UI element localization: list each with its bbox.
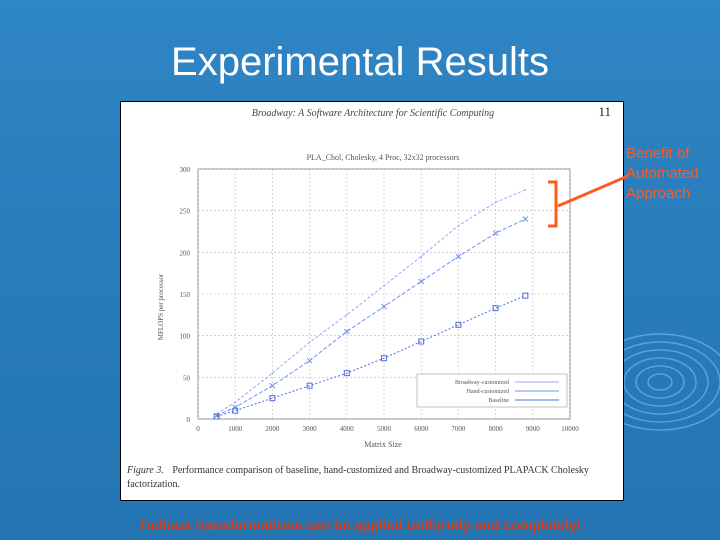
- x-tick-label: 7000: [451, 425, 466, 433]
- data-point: [418, 278, 425, 285]
- data-point: [457, 224, 460, 227]
- marker-stroke: [492, 230, 499, 237]
- marker-stroke: [381, 303, 387, 310]
- paper-page-number: 11: [598, 104, 611, 119]
- x-tick-label: 3000: [303, 425, 318, 433]
- x-tick-label: 2000: [265, 425, 280, 433]
- marker-stroke: [418, 278, 425, 285]
- x-tick-label: 1000: [228, 425, 243, 433]
- y-tick-label: 250: [180, 208, 191, 216]
- data-point: [381, 355, 387, 362]
- data-point: [269, 382, 276, 389]
- data-point: [232, 404, 239, 411]
- callout-line: Benefit of: [626, 145, 690, 162]
- caption-label: Figure 3.: [127, 465, 164, 476]
- x-tick-label: 5000: [377, 425, 392, 433]
- legend-label: Baseline: [488, 398, 509, 404]
- marker-stroke: [522, 216, 529, 222]
- footer-banner: Tedious transformations can be applied u…: [138, 517, 582, 533]
- data-point: [269, 395, 276, 402]
- y-tick-label: 50: [183, 374, 191, 382]
- series-line: [216, 218, 526, 417]
- y-tick-label: 200: [180, 249, 191, 257]
- data-point: [455, 321, 462, 328]
- callout-text: Benefit of Automated Approach: [626, 144, 699, 204]
- legend-box: [416, 373, 568, 408]
- callout-line: Approach: [626, 185, 691, 202]
- data-point: [346, 314, 348, 316]
- y-tick-label: 100: [180, 333, 191, 341]
- y-tick-label: 150: [180, 291, 191, 299]
- data-point: [343, 328, 350, 335]
- chart-ylabel: MFLOPS per processor: [157, 273, 165, 340]
- x-tick-label: 0: [196, 425, 200, 433]
- data-point: [420, 255, 423, 258]
- x-tick-label: 10000: [561, 425, 579, 433]
- series-line: [216, 189, 526, 415]
- caption-text: Performance comparison of baseline, hand…: [127, 465, 589, 490]
- data-point: [492, 305, 499, 312]
- data-point: [522, 216, 529, 222]
- data-point: [492, 230, 499, 237]
- paper-figure: Broadway: A Software Architecture for Sc…: [120, 101, 624, 501]
- data-point: [383, 284, 385, 287]
- data-point: [308, 341, 311, 344]
- legend-label: Hand-customized: [467, 389, 509, 395]
- y-tick-label: 0: [187, 416, 191, 424]
- performance-chart: PLA_Chol, Cholesky, 4 Proc, 32x32 proces…: [157, 153, 579, 449]
- chart-xlabel: Matrix Size: [364, 440, 402, 449]
- marker-stroke: [306, 357, 313, 364]
- y-tick-label: 300: [180, 166, 191, 174]
- callout-line: Automated: [626, 165, 699, 182]
- marker-stroke: [232, 404, 239, 411]
- data-point: [271, 372, 274, 374]
- series-line: [216, 295, 526, 417]
- x-tick-label: 4000: [340, 425, 355, 433]
- data-point: [306, 357, 313, 364]
- data-point: [232, 407, 239, 414]
- data-point: [306, 382, 313, 389]
- marker-stroke: [455, 253, 462, 260]
- data-point: [418, 338, 425, 345]
- data-point: [213, 413, 220, 420]
- x-tick-label: 8000: [489, 425, 504, 433]
- data-point: [524, 189, 527, 191]
- marker-stroke: [269, 382, 276, 389]
- data-point: [455, 253, 462, 260]
- marker-stroke: [343, 328, 350, 335]
- x-tick-label: 9000: [526, 425, 541, 433]
- chart-title: PLA_Chol, Cholesky, 4 Proc, 32x32 proces…: [307, 153, 460, 162]
- data-point: [381, 303, 387, 310]
- data-point: [522, 292, 529, 299]
- figure-caption: Figure 3. Performance comparison of base…: [127, 464, 617, 492]
- paper-header: Broadway: A Software Architecture for Sc…: [251, 108, 495, 119]
- data-point: [494, 201, 497, 204]
- data-point: [234, 401, 236, 404]
- x-tick-label: 6000: [414, 425, 429, 433]
- legend-label: Broadway-customized: [455, 380, 509, 386]
- data-point: [343, 370, 350, 377]
- slide-title: Experimental Results: [171, 40, 549, 84]
